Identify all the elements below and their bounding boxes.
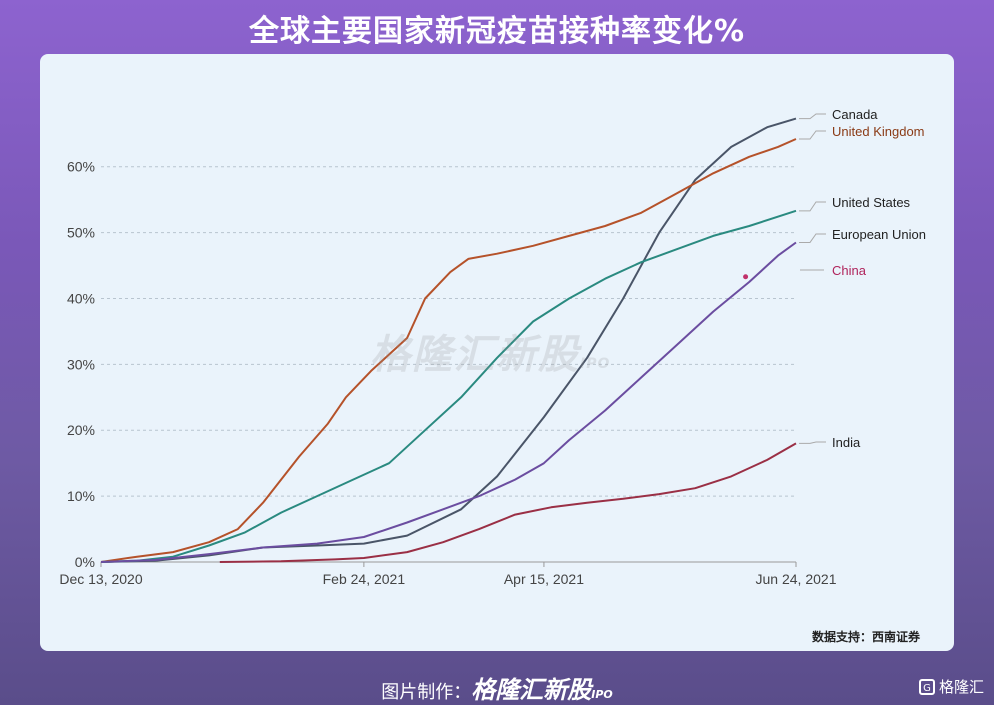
- footer-brand: 格隆汇新股: [471, 676, 592, 704]
- footer-prefix: 图片制作：: [381, 682, 472, 703]
- legend-connector: [799, 233, 826, 243]
- legend-connector: [799, 130, 826, 140]
- legend-connector: [799, 113, 826, 120]
- y-tick-label: 60%: [67, 159, 95, 175]
- series-label-india: India: [832, 435, 861, 450]
- footer-brand-sub: IPO: [591, 688, 613, 701]
- corner-logo-text: 格隆汇: [938, 678, 984, 696]
- logo-icon: G: [918, 678, 935, 695]
- corner-logo: G 格隆汇: [918, 676, 984, 697]
- series-line-united-states: [100, 209, 797, 563]
- series-label-united-kingdom: United Kingdom: [832, 124, 925, 139]
- legend-connector: [799, 201, 826, 212]
- watermark-sub: IPO: [580, 356, 611, 372]
- x-tick-label: Jun 24, 2021: [756, 571, 837, 587]
- series-label-canada: Canada: [832, 107, 878, 122]
- series-line-united-kingdom: [100, 138, 797, 563]
- series-line-european-union: [100, 241, 797, 563]
- footer: 图片制作：格隆汇新股IPO: [0, 670, 994, 705]
- series-label-united-states: United States: [832, 195, 911, 210]
- chart-card: 0% 10% 20% 30% 40% 50% 60% Dec 13, 2020 Feb 24, …: [40, 54, 954, 651]
- y-tick-label: 20%: [67, 422, 95, 438]
- series-label-european-union: European Union: [832, 227, 926, 242]
- y-tick-label: 0%: [75, 554, 95, 570]
- y-tick-label: 30%: [67, 356, 95, 372]
- source-note: 数据支持：西南证券: [811, 630, 920, 644]
- x-tick-label: Feb 24, 2021: [323, 571, 406, 587]
- watermark: 格隆汇新股IPO: [370, 322, 610, 380]
- y-tick-label: 50%: [67, 225, 95, 241]
- y-tick-label: 10%: [67, 488, 95, 504]
- y-tick-label: 40%: [67, 290, 95, 306]
- series-point-china: [743, 274, 749, 280]
- series-label-china: China: [832, 263, 867, 278]
- x-tick-label: Dec 13, 2020: [59, 571, 142, 587]
- series-line-india: [219, 442, 797, 563]
- chart-title: 全球主要国家新冠疫苗接种率变化%: [248, 14, 746, 49]
- line-chart: 0% 10% 20% 30% 40% 50% 60% Dec 13, 2020 Feb 24, …: [59, 107, 926, 587]
- legend-connector: [799, 441, 826, 444]
- x-tick-label: Apr 15, 2021: [504, 571, 584, 587]
- watermark-text: 格隆汇新股: [370, 332, 580, 378]
